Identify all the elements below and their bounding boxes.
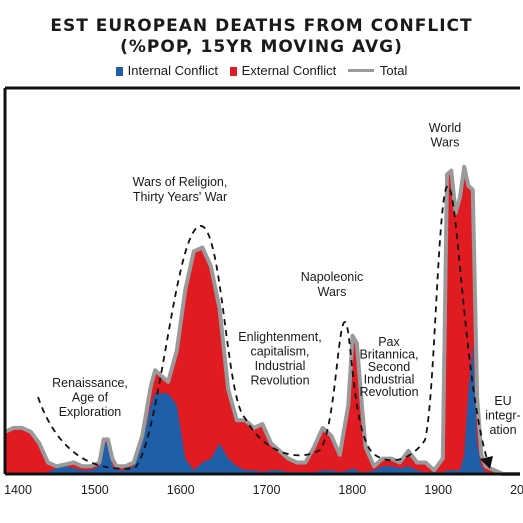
annotation-7: EU integr-ation	[485, 394, 520, 437]
legend-label-internal: Internal Conflict	[127, 63, 218, 78]
x-tick-1400: 1400	[4, 483, 32, 497]
annotation-7-line-1: EU	[494, 394, 511, 408]
legend-item-total: Total	[347, 63, 408, 78]
annotation-1-line-3: Exploration	[59, 405, 122, 419]
x-tick-1800: 1800	[338, 483, 366, 497]
x-tick-1500: 1500	[81, 483, 109, 497]
annotation-7-line-3: ation	[489, 423, 516, 437]
x-tick-1600: 1600	[167, 483, 195, 497]
annotation-3-line-3: Industrial	[255, 359, 306, 373]
annotation-6-line-1: World	[429, 121, 461, 135]
annotation-4: Napoleonic Wars	[301, 270, 364, 299]
annotation-1: Renaissance, Age of Exploration	[52, 376, 128, 419]
annotation-5-line-5: Revolution	[359, 385, 418, 399]
annotation-5-line-1: Pax	[378, 335, 400, 349]
annotation-2: Wars of Religion, Thirty Years' War	[133, 175, 228, 204]
chart-areas	[4, 164, 520, 476]
x-tick-labels: 1400 1500 1600 1700 1800 1900 2000	[4, 483, 523, 497]
annotation-4-line-1: Napoleonic	[301, 270, 364, 284]
legend-label-external: External Conflict	[241, 63, 337, 78]
annotation-4-line-2: Wars	[318, 285, 347, 299]
legend-swatch-internal	[115, 67, 123, 76]
internal-conflict-area	[5, 343, 520, 474]
annotation-7-line-2: integr-	[485, 409, 520, 423]
x-tick-2000: 2000	[510, 483, 523, 497]
annotation-5-line-4: Industrial	[364, 373, 415, 387]
annotation-2-line-2: Thirty Years' War	[133, 190, 227, 204]
annotation-1-line-1: Renaissance,	[52, 376, 128, 390]
annotation-1-line-2: Age of	[72, 391, 109, 405]
x-tick-1900: 1900	[424, 483, 452, 497]
legend-item-internal: Internal Conflict	[115, 63, 218, 78]
trend-arc-dashed	[37, 185, 491, 470]
annotation-6: World Wars	[429, 121, 461, 150]
x-tick-1700: 1700	[253, 483, 281, 497]
annotation-2-line-1: Wars of Religion,	[133, 175, 228, 189]
legend-swatch-external	[229, 67, 237, 76]
annotation-5-line-2: Britannica,	[359, 348, 418, 362]
legend-swatch-total	[347, 69, 374, 72]
total-line	[4, 164, 520, 476]
annotation-3-line-1: Enlightenment,	[238, 330, 321, 344]
annotation-5: Pax Britannica, Second Industrial Revolution	[359, 335, 418, 399]
legend-label-total: Total	[379, 63, 408, 78]
annotation-3-line-4: Revolution	[250, 374, 309, 388]
trend-arcs	[37, 185, 493, 470]
trend-arrowhead	[480, 456, 493, 469]
chart-title-line1: EST EUROPEAN DEATHS FROM CONFLICT	[50, 16, 473, 36]
annotation-3-line-2: capitalism,	[250, 345, 309, 359]
annotation-3: Enlightenment, capitalism, Industrial Revol…	[238, 330, 321, 388]
legend: Internal Conflict External Conflict Tota…	[0, 63, 523, 78]
chart-title-line2: (%POP, 15YR MOVING AVG)	[120, 37, 403, 57]
annotations: Renaissance, Age of Exploration Wars of Rel…	[52, 121, 521, 437]
annotation-5-line-3: Second	[368, 360, 410, 374]
annotation-6-line-2: Wars	[431, 136, 460, 150]
chart-axes	[3, 86, 520, 476]
legend-item-external: External Conflict	[229, 63, 337, 78]
